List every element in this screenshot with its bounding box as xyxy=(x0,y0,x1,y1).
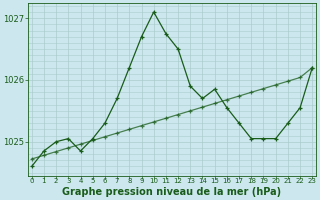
X-axis label: Graphe pression niveau de la mer (hPa): Graphe pression niveau de la mer (hPa) xyxy=(62,187,282,197)
